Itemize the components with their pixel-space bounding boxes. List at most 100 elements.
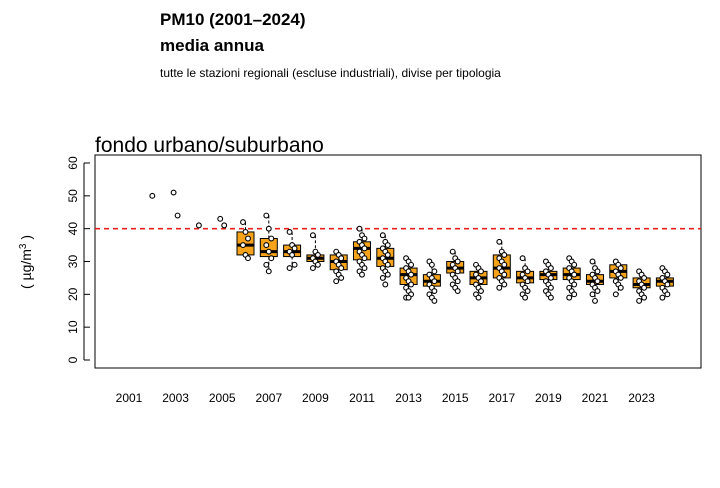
x-tick-label: 2007 — [255, 391, 282, 405]
data-point — [664, 291, 671, 298]
y-tick-label: 20 — [66, 287, 80, 301]
page-title: PM10 (2001–2024) — [160, 10, 306, 29]
plot-frame — [94, 154, 702, 369]
data-point — [408, 281, 415, 288]
data-point — [589, 258, 596, 265]
x-tick-label: 2003 — [162, 391, 189, 405]
data-point — [379, 274, 386, 281]
data-point — [571, 291, 578, 298]
data-point — [217, 215, 224, 222]
y-axis-label-close: ) — [18, 235, 34, 244]
data-point — [589, 291, 596, 298]
data-point — [361, 235, 368, 242]
data-point — [286, 265, 293, 272]
data-point — [524, 278, 531, 285]
data-point — [501, 261, 508, 268]
data-point — [478, 288, 484, 294]
data-point — [309, 232, 316, 239]
data-point — [496, 238, 503, 245]
data-point — [522, 294, 529, 301]
y-tick-label: 40 — [66, 222, 80, 236]
data-point — [571, 281, 578, 288]
data-point — [612, 291, 619, 298]
data-point — [566, 294, 573, 301]
y-tick-label: 60 — [66, 156, 80, 170]
data-point — [384, 271, 391, 278]
data-point — [384, 242, 391, 249]
y-tick-label: 30 — [66, 255, 80, 269]
y-axis-label-sup: 3 — [18, 243, 29, 249]
data-point — [664, 271, 671, 278]
data-point — [519, 255, 526, 262]
data-point — [263, 242, 270, 249]
data-point — [291, 245, 298, 252]
data-point — [338, 265, 345, 272]
data-point — [428, 261, 435, 268]
data-point — [240, 242, 246, 249]
data-point — [592, 297, 598, 304]
data-point — [265, 248, 272, 255]
box-iqr — [236, 231, 255, 256]
data-point — [289, 251, 296, 258]
data-point — [408, 271, 415, 278]
data-point — [240, 219, 246, 226]
x-tick-label: 2015 — [442, 391, 469, 405]
data-point — [641, 274, 648, 281]
data-point — [384, 251, 391, 258]
data-point — [431, 268, 438, 275]
x-tick-label: 2001 — [116, 391, 143, 405]
data-point — [641, 284, 648, 291]
x-tick-label: 2021 — [582, 391, 609, 405]
data-point — [314, 261, 321, 268]
x-tick-label: 2009 — [302, 391, 329, 405]
data-point — [594, 288, 601, 294]
data-point — [149, 192, 156, 199]
data-point — [449, 248, 456, 255]
data-point — [361, 255, 368, 262]
data-point — [496, 284, 503, 291]
y-tick-label: 10 — [66, 320, 80, 334]
y-axis-label: ( µg/m3 ) — [18, 235, 34, 289]
x-tick-label: 2023 — [628, 391, 655, 405]
data-point — [547, 294, 554, 301]
data-point — [245, 255, 251, 262]
data-point — [245, 235, 251, 242]
data-point — [454, 278, 461, 285]
chart-marks: 0 10 20 30 40 50 60 2001 2003 2005 2007 2009 2011 201… — [66, 154, 702, 405]
y-axis-label-unit: ( µg/m — [18, 249, 34, 289]
page-note: tutte le stazioni regionali (escluse ind… — [160, 66, 501, 80]
data-point — [195, 222, 202, 229]
data-point — [501, 271, 508, 278]
data-point — [524, 288, 531, 294]
data-point — [170, 189, 177, 196]
data-point — [265, 268, 272, 275]
data-point — [384, 261, 391, 268]
data-point — [405, 294, 412, 301]
data-point — [382, 281, 389, 288]
data-point — [547, 274, 554, 281]
data-point — [268, 235, 275, 242]
data-point — [286, 229, 293, 235]
data-point — [454, 258, 461, 265]
chart-title: fondo urbano/suburbano — [95, 134, 324, 157]
data-point — [338, 274, 345, 281]
data-point — [594, 278, 601, 285]
data-point — [221, 222, 228, 229]
data-point — [571, 271, 578, 278]
data-point — [617, 274, 624, 281]
data-point — [356, 225, 363, 232]
data-point — [242, 229, 249, 235]
data-point — [664, 281, 671, 288]
data-point — [659, 294, 666, 301]
data-point — [547, 284, 554, 291]
y-tick-label: 50 — [66, 189, 80, 203]
data-point — [617, 265, 624, 272]
data-point — [379, 232, 386, 239]
data-point — [454, 268, 461, 275]
data-point — [501, 281, 508, 288]
data-point — [594, 268, 601, 275]
data-point — [291, 261, 298, 268]
data-point — [265, 225, 272, 232]
data-point — [174, 212, 181, 219]
data-point — [641, 294, 648, 301]
